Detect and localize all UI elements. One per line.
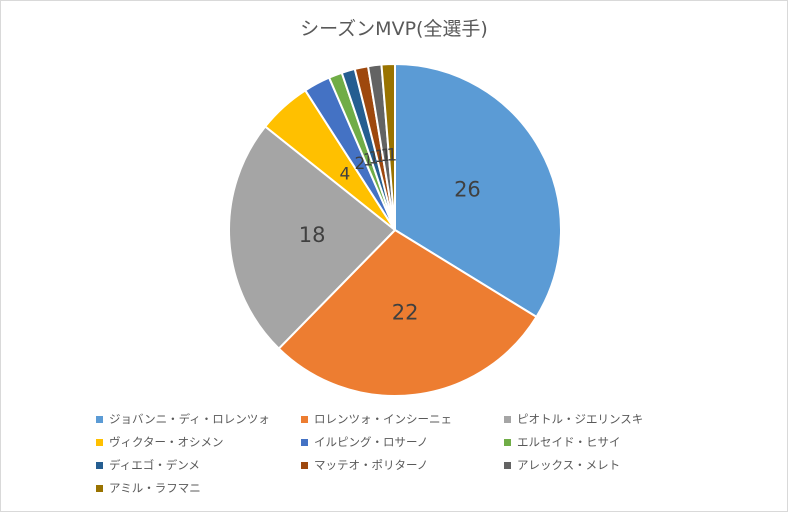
pie-slice-3 xyxy=(228,125,397,350)
legend-item-4: ヴィクター・オシメン xyxy=(96,434,224,450)
legend-item-5: イルピング・ロサーノ xyxy=(301,434,428,450)
data-label-5: 2 xyxy=(354,154,365,174)
legend-swatch xyxy=(301,461,308,469)
legend-item-1: ジョバンニ・ディ・ロレンツォ xyxy=(96,411,270,427)
legend-label: ピオトル・ジエリンスキ xyxy=(517,412,644,426)
data-label-9: 1 xyxy=(380,146,391,166)
legend-item-3: ピオトル・ジエリンスキ xyxy=(504,411,643,427)
data-label-1: 26 xyxy=(454,177,481,201)
legend-item-10: アミル・ラフマニ xyxy=(96,480,201,496)
legend-swatch xyxy=(301,438,308,446)
data-label-6: 1 xyxy=(363,150,374,170)
legend-swatch xyxy=(504,415,511,423)
pie-slice-2 xyxy=(277,228,538,397)
legend-label: ジョバンニ・ディ・ロレンツォ xyxy=(109,412,270,426)
legend-item-7: ディエゴ・デンメ xyxy=(96,457,200,473)
pie-slice-10 xyxy=(380,62,396,231)
legend-label: マッテオ・ポリターノ xyxy=(314,458,429,472)
legend-label: アミル・ラフマニ xyxy=(109,481,201,495)
legend-swatch xyxy=(96,461,103,469)
legend-item-2: ロレンツォ・インシーニェ xyxy=(301,411,452,427)
data-label-10: 1 xyxy=(387,145,398,165)
data-label-3: 18 xyxy=(299,223,326,247)
data-label-4: 4 xyxy=(340,165,351,185)
legend-item-6: エルセイド・ヒサイ xyxy=(504,434,621,450)
data-label-8: 1 xyxy=(374,147,385,167)
legend-swatch xyxy=(96,438,103,446)
legend-label: アレックス・メレト xyxy=(517,458,621,472)
pie-slice-1 xyxy=(394,62,562,319)
data-label-2: 22 xyxy=(392,300,419,324)
legend-swatch xyxy=(96,415,103,423)
legend-swatch xyxy=(504,438,511,446)
data-label-7: 1 xyxy=(369,148,380,168)
legend-item-8: マッテオ・ポリターノ xyxy=(301,457,428,473)
legend-item-9: アレックス・メレト xyxy=(504,457,620,473)
chart-title: シーズンMVP(全選手) xyxy=(300,18,488,40)
legend-swatch xyxy=(301,415,308,423)
legend-swatch xyxy=(96,484,103,492)
legend-label: ヴィクター・オシメン xyxy=(109,435,224,449)
legend-swatch xyxy=(504,461,511,469)
legend-label: ロレンツォ・インシーニェ xyxy=(314,412,452,426)
legend-label: イルピング・ロサーノ xyxy=(314,435,429,449)
legend-label: エルセイド・ヒサイ xyxy=(517,435,621,449)
legend-label: ディエゴ・デンメ xyxy=(109,458,200,472)
